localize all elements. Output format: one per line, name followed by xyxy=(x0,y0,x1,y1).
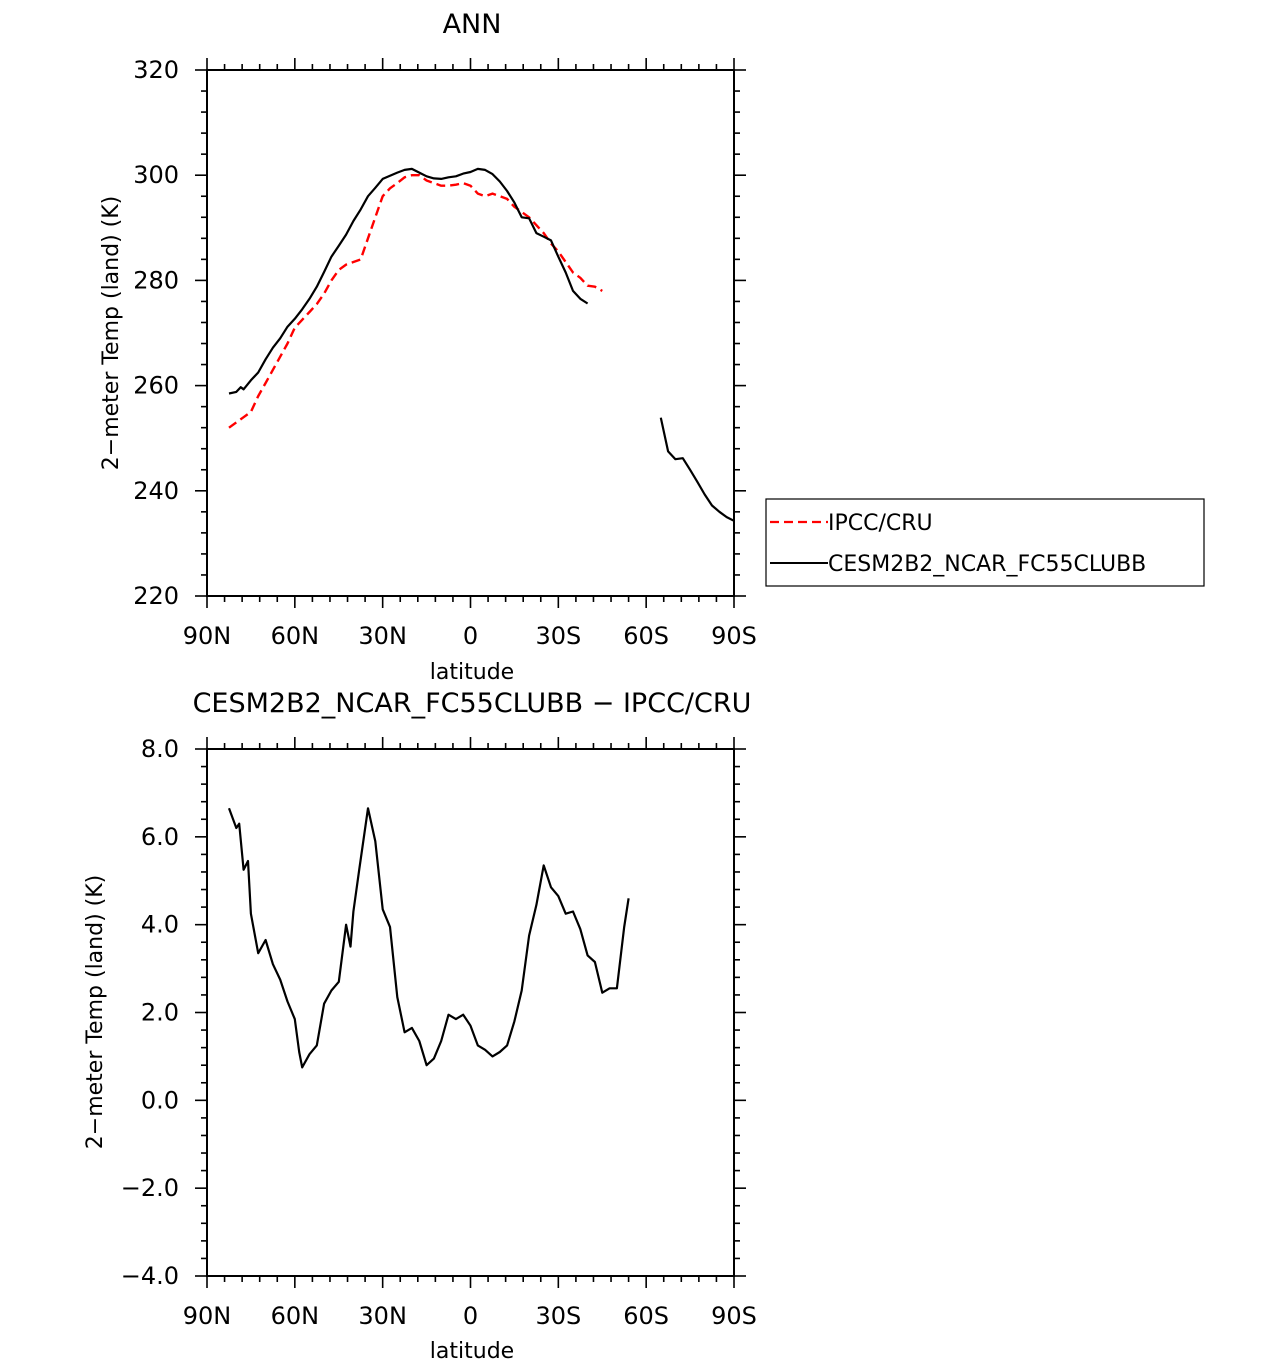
bottom-y-tick-label: 8.0 xyxy=(141,735,179,763)
bottom-y-tick-label: 4.0 xyxy=(141,911,179,939)
bottom-series-line-0-segment-0 xyxy=(227,807,630,1069)
top-y-tick-label: 320 xyxy=(133,56,179,84)
bottom-y-tick-label: 2.0 xyxy=(141,999,179,1027)
bottom-y-tick-label: 0.0 xyxy=(141,1086,179,1114)
top-panel: ANN latitude 2−meter Temp (land) (K) 90N… xyxy=(99,9,757,685)
bottom-chart-title: CESM2B2_NCAR_FC55CLUBB − IPCC/CRU xyxy=(193,688,752,719)
top-y-axis-title: 2−meter Temp (land) (K) xyxy=(99,196,124,470)
bottom-x-tick-label: 90N xyxy=(183,1302,232,1330)
bottom-y-tick-label: −2.0 xyxy=(121,1174,179,1202)
bottom-plot-frame xyxy=(206,748,735,1277)
bottom-x-axis-title: latitude xyxy=(430,1339,514,1364)
top-y-tick-label: 280 xyxy=(133,266,179,294)
top-y-tick-label: 240 xyxy=(133,477,179,505)
top-x-tick-label: 0 xyxy=(463,622,478,650)
top-x-tick-label: 30S xyxy=(535,622,581,650)
top-y-tick-label: 300 xyxy=(133,161,179,189)
bottom-y-axis-title: 2−meter Temp (land) (K) xyxy=(83,875,108,1149)
bottom-x-tick-label: 30S xyxy=(535,1302,581,1330)
legend-label-ipcc-cru: IPCC/CRU xyxy=(828,511,933,536)
legend: IPCC/CRU CESM2B2_NCAR_FC55CLUBB xyxy=(765,498,1205,587)
bottom-x-tick-label: 60S xyxy=(623,1302,669,1330)
top-plot-frame xyxy=(206,69,735,597)
bottom-series-group xyxy=(227,807,630,1069)
bottom-plot-area: 90N 60N 30N 0 30S 60S 90S −4.0 −2.0 0.0 2.0 4.0 6.0 8… xyxy=(121,735,757,1330)
top-x-axis-title: latitude xyxy=(430,660,514,685)
top-x-tick-label: 30N xyxy=(358,622,407,650)
top-series-line-0-segment-0 xyxy=(228,173,603,429)
bottom-x-tick-label: 90S xyxy=(711,1302,757,1330)
top-x-tick-label: 90S xyxy=(711,622,757,650)
top-y-tick-label: 220 xyxy=(133,582,179,610)
bottom-x-tick-label: 0 xyxy=(463,1302,478,1330)
legend-box xyxy=(765,498,1205,587)
top-y-tick-label: 260 xyxy=(133,372,179,400)
top-plot-area: 90N 60N 30N 0 30S 60S 90S 220 240 260 280 300 320 xyxy=(133,56,757,650)
top-x-tick-label: 60N xyxy=(271,622,320,650)
legend-label-cesm: CESM2B2_NCAR_FC55CLUBB xyxy=(828,552,1146,577)
top-series-group xyxy=(228,167,734,522)
top-series-line-1-segment-1 xyxy=(659,417,734,522)
bottom-y-tick-label: 6.0 xyxy=(141,823,179,851)
bottom-panel: CESM2B2_NCAR_FC55CLUBB − IPCC/CRU latitu… xyxy=(83,688,757,1364)
top-chart-title: ANN xyxy=(443,9,502,40)
top-x-tick-label: 60S xyxy=(623,622,669,650)
bottom-x-tick-label: 30N xyxy=(358,1302,407,1330)
top-series-line-1-segment-0 xyxy=(228,167,589,395)
bottom-x-tick-label: 60N xyxy=(271,1302,320,1330)
bottom-y-tick-label: −4.0 xyxy=(121,1262,179,1290)
top-x-tick-label: 90N xyxy=(183,622,232,650)
